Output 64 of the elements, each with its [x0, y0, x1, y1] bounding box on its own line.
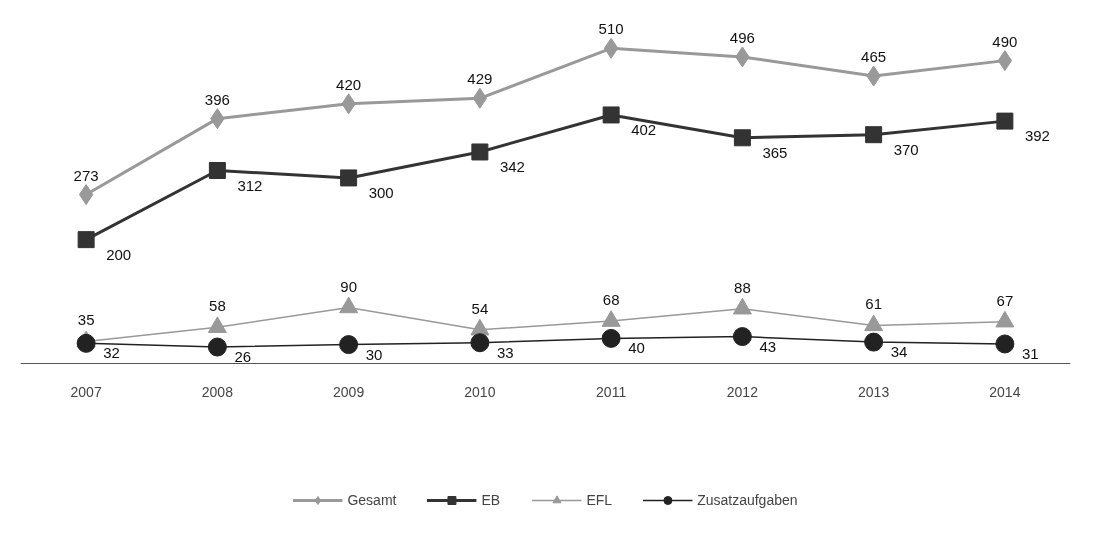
data-label: 58 [209, 297, 226, 315]
point [864, 332, 884, 352]
data-label: 300 [368, 183, 394, 201]
x-tick-label: 2014 [989, 384, 1021, 401]
data-label: 88 [734, 278, 751, 296]
point [339, 335, 359, 355]
data-label: 61 [865, 295, 882, 313]
point [733, 129, 751, 147]
data-label: 370 [893, 140, 919, 158]
data-label: 342 [499, 157, 525, 175]
point [470, 333, 490, 353]
data-label: 396 [204, 90, 230, 108]
x-tick-label: 2012 [726, 384, 759, 401]
x-tick-label: 2010 [464, 384, 496, 401]
x-tick-label: 2008 [201, 384, 234, 401]
data-label: 420 [336, 75, 362, 93]
data-label: 429 [467, 70, 493, 88]
data-label: 90 [340, 277, 357, 295]
data-label: 43 [759, 337, 777, 355]
x-tick-label: 2007 [70, 384, 102, 401]
data-label: 68 [602, 291, 620, 309]
data-label: 32 [103, 344, 120, 362]
x-tick-label: 2013 [858, 384, 890, 401]
data-label: 35 [77, 311, 95, 329]
data-label: 510 [598, 20, 624, 38]
data-label: 33 [496, 343, 514, 361]
point [601, 328, 621, 348]
x-tick-label: 2009 [333, 384, 365, 401]
point [602, 106, 620, 124]
point [732, 327, 752, 347]
point [865, 126, 883, 144]
point [77, 231, 95, 249]
point [996, 112, 1014, 130]
legend-label: Gesamt [347, 492, 397, 508]
point [997, 50, 1013, 72]
data-label: 34 [890, 343, 908, 361]
point [208, 162, 226, 179]
data-label: 40 [628, 339, 645, 357]
data-label: 312 [237, 176, 263, 194]
data-label: 465 [861, 48, 887, 66]
point [340, 169, 358, 187]
point [78, 184, 94, 206]
legend-label: EB [481, 492, 502, 508]
point [471, 143, 489, 161]
point [995, 334, 1015, 354]
point [603, 37, 619, 59]
legend-label: Zusatzaufgaben [697, 492, 798, 508]
data-label: 496 [729, 28, 755, 46]
x-tick-label: 2011 [596, 384, 627, 401]
point [207, 337, 227, 357]
point [472, 87, 488, 109]
data-label: 392 [1024, 127, 1050, 145]
data-label: 490 [992, 32, 1018, 50]
data-label: 54 [471, 299, 489, 317]
data-label: 31 [1021, 344, 1039, 362]
data-label: 200 [106, 245, 132, 263]
data-label: 26 [234, 348, 252, 366]
data-label: 30 [365, 345, 383, 363]
data-label: 365 [762, 143, 788, 161]
data-label: 402 [631, 120, 657, 138]
point [76, 333, 96, 353]
data-label: 273 [73, 166, 99, 184]
legend-label: EFL [586, 492, 613, 508]
data-label: 67 [996, 291, 1014, 309]
